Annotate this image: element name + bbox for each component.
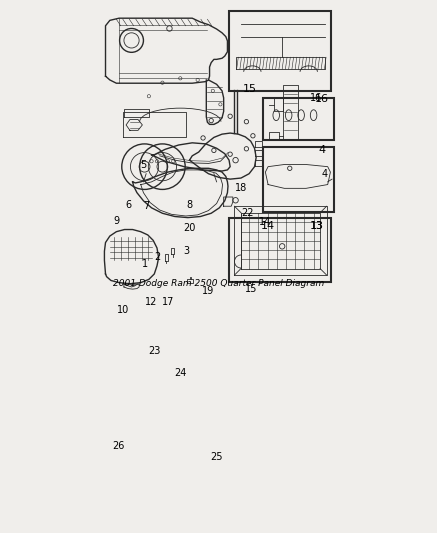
Text: 26: 26 bbox=[112, 441, 124, 451]
Text: 2: 2 bbox=[154, 252, 160, 262]
Text: 10: 10 bbox=[117, 305, 129, 316]
Text: 2001 Dodge Ram 2500 Quarter Panel Diagram: 2001 Dodge Ram 2500 Quarter Panel Diagra… bbox=[113, 279, 324, 288]
Text: 15: 15 bbox=[245, 284, 257, 294]
Text: 24: 24 bbox=[174, 368, 187, 377]
Text: 3: 3 bbox=[184, 246, 190, 256]
Text: 15: 15 bbox=[243, 84, 257, 94]
Text: 16: 16 bbox=[310, 93, 322, 103]
Text: 5: 5 bbox=[140, 160, 146, 170]
Bar bbox=[229, 11, 331, 91]
Text: 4: 4 bbox=[319, 146, 326, 156]
Text: 23: 23 bbox=[148, 346, 160, 356]
Text: 9: 9 bbox=[113, 216, 119, 226]
Text: 6: 6 bbox=[125, 199, 132, 209]
Text: 17: 17 bbox=[162, 297, 174, 307]
Text: 4: 4 bbox=[321, 169, 327, 179]
Bar bbox=[263, 147, 334, 212]
Text: 13: 13 bbox=[311, 221, 323, 231]
Text: 22: 22 bbox=[241, 208, 254, 217]
Text: 13: 13 bbox=[310, 221, 324, 231]
Text: 8: 8 bbox=[187, 199, 193, 209]
Text: 7: 7 bbox=[143, 201, 149, 211]
Text: 14: 14 bbox=[261, 221, 275, 231]
Text: 16: 16 bbox=[315, 94, 329, 104]
Text: 20: 20 bbox=[183, 223, 196, 233]
Text: 14: 14 bbox=[259, 217, 271, 228]
Bar bbox=[229, 218, 331, 282]
Text: 12: 12 bbox=[146, 297, 158, 307]
Text: 18: 18 bbox=[235, 183, 247, 193]
Bar bbox=[263, 98, 334, 140]
Text: 25: 25 bbox=[210, 451, 223, 462]
Text: 19: 19 bbox=[202, 286, 215, 296]
Text: 1: 1 bbox=[142, 259, 148, 269]
